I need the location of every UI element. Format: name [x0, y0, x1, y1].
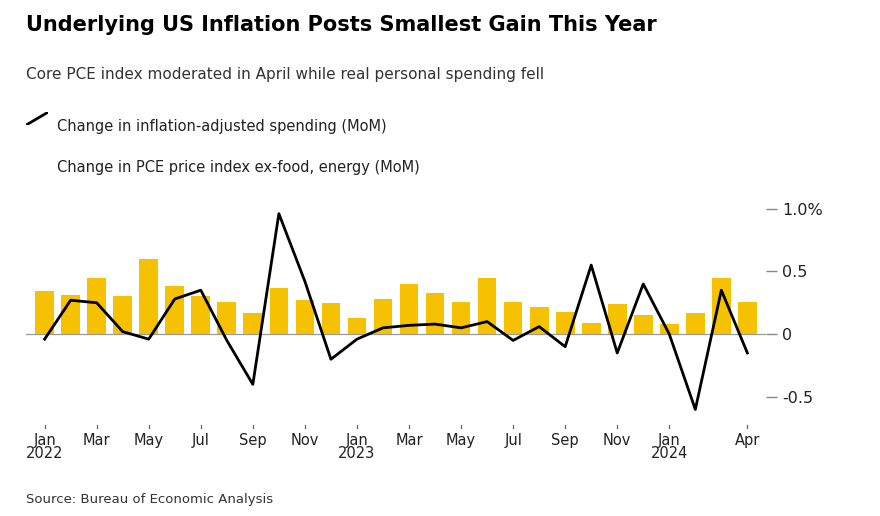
Bar [114, 297, 132, 334]
Text: 2022: 2022 [26, 446, 63, 461]
Text: Underlying US Inflation Posts Smallest Gain This Year: Underlying US Inflation Posts Smallest G… [26, 15, 657, 36]
Bar [426, 293, 444, 334]
Text: Jul: Jul [192, 433, 209, 448]
Bar [269, 288, 289, 334]
Bar [165, 286, 184, 334]
Bar [451, 301, 471, 334]
Bar [348, 318, 366, 334]
Text: Source: Bureau of Economic Analysis: Source: Bureau of Economic Analysis [26, 493, 274, 506]
Text: Jan: Jan [658, 433, 680, 448]
Text: Change in PCE price index ex-food, energy (MoM): Change in PCE price index ex-food, energ… [57, 160, 420, 175]
Text: Jan: Jan [346, 433, 369, 448]
Text: 2024: 2024 [650, 446, 688, 461]
Bar [478, 278, 496, 334]
Text: Change in inflation-adjusted spending (MoM): Change in inflation-adjusted spending (M… [57, 119, 387, 134]
Bar [374, 299, 392, 334]
Text: 2023: 2023 [338, 446, 376, 461]
Bar [530, 307, 548, 334]
Text: Jan: Jan [33, 433, 56, 448]
Bar [556, 312, 575, 334]
Text: Nov: Nov [290, 433, 319, 448]
Bar [400, 284, 418, 334]
Text: Sep: Sep [239, 433, 267, 448]
Bar [296, 300, 314, 334]
Bar [139, 259, 158, 334]
Bar [660, 324, 678, 334]
Text: Mar: Mar [83, 433, 111, 448]
Text: May: May [134, 433, 164, 448]
Text: Sep: Sep [552, 433, 579, 448]
Bar [244, 313, 262, 334]
Text: Apr: Apr [735, 433, 760, 448]
Bar [634, 315, 653, 334]
Bar [738, 301, 757, 334]
Text: Nov: Nov [603, 433, 632, 448]
Bar [62, 295, 80, 334]
Bar [35, 292, 54, 334]
Text: Core PCE index moderated in April while real personal spending fell: Core PCE index moderated in April while … [26, 67, 545, 82]
Bar [192, 297, 210, 334]
Bar [582, 323, 600, 334]
Bar [321, 303, 341, 334]
Bar [686, 313, 705, 334]
Bar [217, 301, 236, 334]
Text: May: May [446, 433, 476, 448]
Bar [503, 301, 523, 334]
Bar [608, 304, 627, 334]
Bar [712, 278, 730, 334]
Text: Jul: Jul [504, 433, 522, 448]
Bar [87, 278, 106, 334]
Text: Mar: Mar [395, 433, 422, 448]
